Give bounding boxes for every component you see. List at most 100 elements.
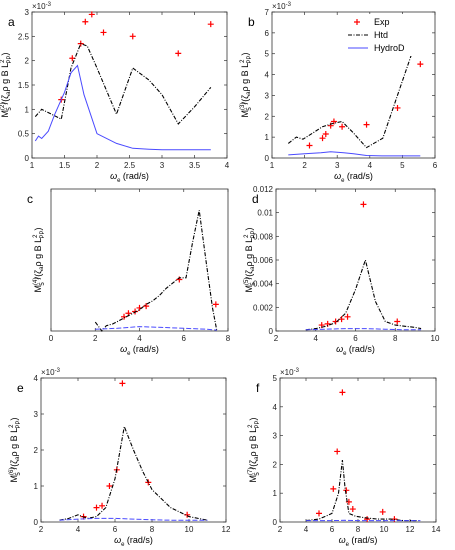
panel-letter: f (256, 381, 260, 395)
panel-letter: c (27, 192, 33, 206)
x-tick-label: 2 (95, 161, 100, 170)
y-tick-label: 0 (273, 518, 278, 527)
y-tick-label: 2 (265, 112, 270, 121)
y-tick-label: 0 (265, 154, 270, 163)
x-tick-label: 4 (304, 525, 309, 534)
y-tick-label: 3 (25, 8, 30, 17)
x-tick-label: 10 (431, 334, 440, 343)
panel-letter: a (8, 15, 15, 29)
x-tick-label: 8 (226, 334, 231, 343)
x-tick-label: 1 (270, 161, 275, 170)
exp-point (394, 318, 401, 325)
y-axis-label: M(6)5/(ζaρ g B L2PP) (9, 418, 22, 483)
exp-point (330, 485, 337, 492)
exp-point (343, 487, 350, 494)
panel-letter: e (17, 381, 24, 395)
legend-exp-marker (354, 19, 360, 25)
y-tick-label: 7 (265, 8, 270, 17)
x-tick-label: 4 (76, 525, 81, 534)
x-tick-label: 3 (335, 161, 340, 170)
legend: Exp Htd HydroD (344, 14, 430, 56)
x-tick-label: 6 (182, 334, 187, 343)
y-tick-label: 2 (34, 446, 39, 455)
exp-point (106, 483, 113, 489)
exp-point (212, 301, 219, 308)
exp-point (379, 508, 386, 515)
exp-point (100, 29, 107, 36)
exp-point (417, 61, 424, 68)
exp-point (175, 50, 182, 57)
y-tick-label: 0 (25, 154, 30, 163)
legend-label-htd: Htd (374, 30, 388, 40)
y-tick-label: 5 (265, 50, 270, 59)
panel-a: 1 1.5 2 2.5 3 3.5 400.511.522.53×10-3aM(2)5/(ζ… (0, 2, 230, 184)
x-tick-label: 2 (278, 525, 283, 534)
exp-point (360, 201, 367, 208)
y-tick-label: 1 (34, 482, 39, 491)
x-tick-label: 5 (400, 161, 405, 170)
exp-point (334, 448, 341, 455)
x-tick-label: 12 (406, 525, 415, 534)
x-tick-label: 2 (39, 525, 44, 534)
exp-point (338, 316, 345, 323)
x-tick-label: 14 (432, 525, 441, 534)
y-axis-label: M(4)5/(ζaρ g B L2PP) (33, 228, 46, 293)
exp-point (119, 380, 126, 387)
x-tick-label: 10 (185, 525, 194, 534)
y-tick-label: 0.012 (253, 185, 274, 194)
htd-line (305, 258, 422, 331)
exp-point (344, 313, 351, 320)
y-tick-label: 4 (34, 374, 39, 383)
hydrod-line (34, 64, 211, 151)
y-axis-label: M(5)5/(ζaρ g B L2PP) (244, 228, 257, 293)
y-tick-label: 1 (265, 133, 270, 142)
y-exponent-label: ×10-3 (32, 2, 52, 11)
exp-point (330, 118, 337, 125)
htd-line (59, 424, 208, 521)
htd-line (305, 460, 417, 522)
exp-point (129, 33, 136, 40)
axes-frame (31, 11, 228, 159)
x-tick-label: 8 (150, 525, 155, 534)
x-axis-label: ωe (rad/s) (110, 171, 149, 184)
x-axis-label: ωe (rad/s) (336, 344, 375, 357)
exp-point (364, 516, 371, 523)
exp-point (143, 303, 150, 310)
hydrod-line (59, 517, 208, 521)
x-tick-label: 12 (222, 525, 231, 534)
htd-line (94, 210, 218, 332)
exp-point (322, 131, 329, 138)
y-exponent-label: ×10-3 (41, 368, 61, 377)
exp-point (93, 504, 100, 511)
y-tick-label: 3 (34, 410, 39, 419)
x-tick-label: 4 (368, 161, 373, 170)
x-tick-label: 0 (49, 334, 54, 343)
y-tick-label: 1.5 (18, 81, 30, 90)
x-axis-label: ωe (rad/s) (339, 535, 378, 548)
y-tick-label: 1 (25, 105, 30, 114)
x-axis-label: ωe (rad/s) (334, 171, 373, 184)
exp-point (99, 502, 106, 509)
x-axis-label: ωe (rad/s) (114, 535, 153, 548)
x-tick-label: 4 (137, 334, 142, 343)
hydrod-line (95, 326, 217, 331)
exp-point (363, 121, 370, 128)
x-tick-label: 10 (380, 525, 389, 534)
y-tick-label: 2 (273, 460, 278, 469)
y-tick-label: 4 (265, 71, 270, 80)
y-tick-label: 1 (273, 489, 278, 498)
y-tick-label: 0.008 (253, 232, 274, 241)
axes-frame (275, 188, 436, 332)
exp-point (394, 104, 401, 111)
x-tick-label: 6 (330, 525, 335, 534)
exp-point (349, 506, 356, 513)
exp-point (207, 21, 214, 28)
x-tick-label: 6 (433, 161, 438, 170)
y-tick-label: 2 (25, 57, 30, 66)
exp-point (69, 55, 76, 62)
x-tick-label: 8 (356, 525, 361, 534)
x-tick-label: 6 (353, 334, 358, 343)
y-tick-label: 3 (273, 432, 278, 441)
